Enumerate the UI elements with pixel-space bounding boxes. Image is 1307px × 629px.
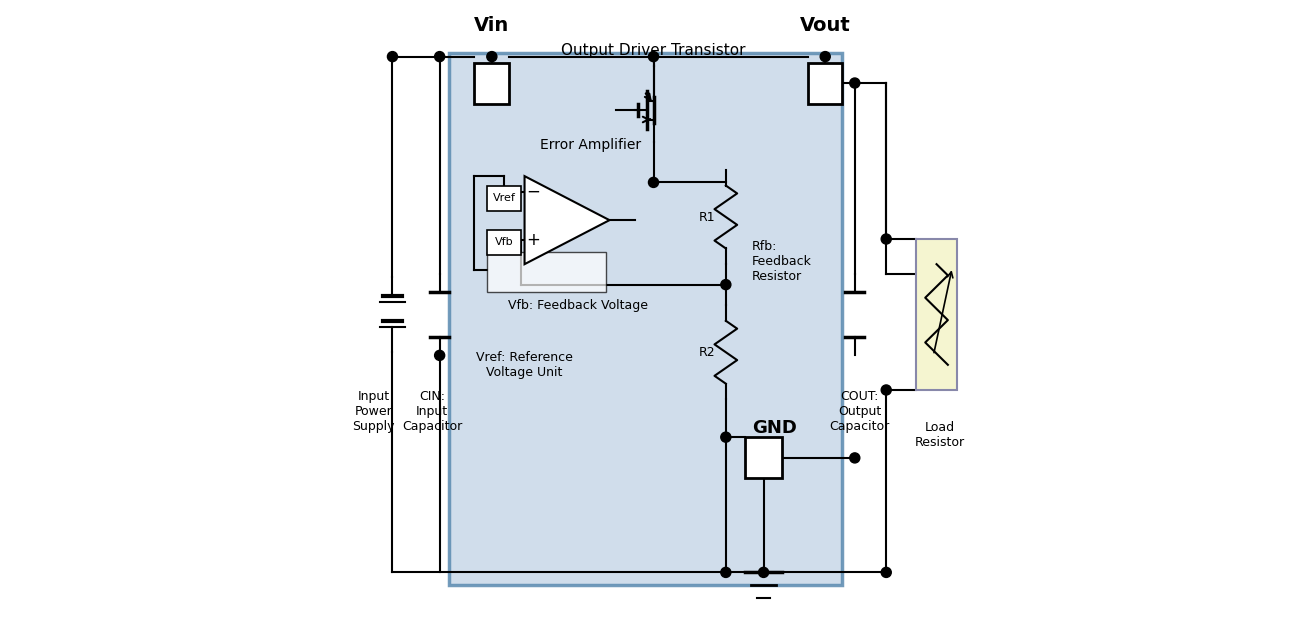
Bar <box>745 437 783 478</box>
Circle shape <box>881 385 891 395</box>
Text: +: + <box>525 231 540 249</box>
Polygon shape <box>524 176 609 264</box>
Circle shape <box>435 350 444 360</box>
Circle shape <box>881 567 891 577</box>
Text: Vin: Vin <box>474 16 510 35</box>
Text: R1: R1 <box>698 211 715 223</box>
Text: R2: R2 <box>698 346 715 359</box>
Text: Vfb: Vfb <box>495 237 514 247</box>
Circle shape <box>720 432 731 442</box>
Circle shape <box>720 567 731 577</box>
Circle shape <box>821 52 830 62</box>
Bar <box>474 63 508 104</box>
Circle shape <box>435 52 444 62</box>
Text: Rfb:
Feedback
Resistor: Rfb: Feedback Resistor <box>752 240 812 282</box>
Circle shape <box>486 52 497 62</box>
Circle shape <box>648 52 659 62</box>
Text: Input
Power
Supply: Input Power Supply <box>353 390 395 433</box>
Text: Error Amplifier: Error Amplifier <box>540 138 642 152</box>
Text: GND: GND <box>753 419 797 437</box>
Text: Vout: Vout <box>800 16 851 35</box>
Bar <box>916 239 957 390</box>
Bar <box>808 63 842 104</box>
Bar <box>486 230 521 255</box>
Text: Vref: Vref <box>493 193 516 203</box>
Text: Vfb: Feedback Voltage: Vfb: Feedback Voltage <box>508 299 648 311</box>
Bar <box>486 186 521 211</box>
Text: COUT:
Output
Capacitor: COUT: Output Capacitor <box>830 390 890 433</box>
Circle shape <box>387 52 397 62</box>
Circle shape <box>850 78 860 88</box>
Text: CIN:
Input
Capacitor: CIN: Input Capacitor <box>403 390 463 433</box>
Text: Vref: Reference
Voltage Unit: Vref: Reference Voltage Unit <box>476 351 572 379</box>
Circle shape <box>648 177 659 187</box>
Circle shape <box>758 567 769 577</box>
Circle shape <box>720 279 731 289</box>
Text: Load
Resistor: Load Resistor <box>915 421 965 450</box>
Bar <box>486 252 606 292</box>
Circle shape <box>881 234 891 244</box>
Circle shape <box>850 453 860 463</box>
Text: Output Driver Transistor: Output Driver Transistor <box>561 43 746 58</box>
Bar <box>450 53 842 585</box>
Text: −: − <box>525 183 540 201</box>
